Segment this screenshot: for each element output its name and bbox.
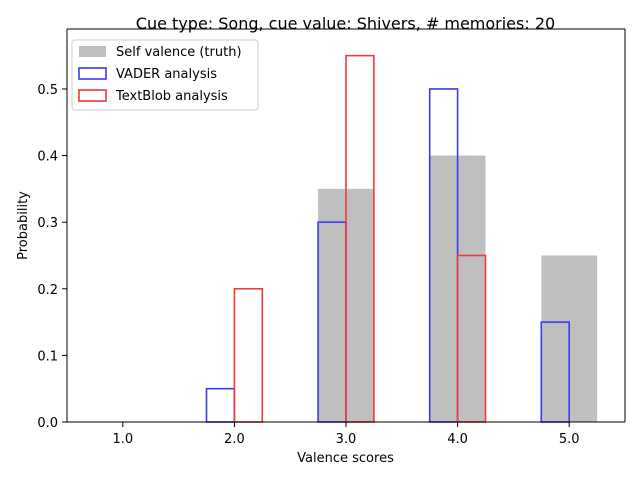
x-tick-label: 1.0 bbox=[112, 432, 133, 447]
x-tick-label: 5.0 bbox=[559, 432, 580, 447]
series-vader-analysis bbox=[205, 88, 570, 423]
x-tick-label: 4.0 bbox=[447, 432, 468, 447]
legend-swatch-textblob-analysis bbox=[78, 89, 107, 102]
legend-swatch-self-valence-truth bbox=[79, 46, 106, 57]
legend-frame bbox=[71, 39, 259, 111]
y-tick-label: 0.4 bbox=[37, 150, 58, 165]
bar-vader-analysis-2-0 bbox=[205, 387, 236, 423]
y-tick-label: 0.3 bbox=[37, 216, 58, 231]
x-tick-label: 3.0 bbox=[336, 432, 357, 447]
x-tick-label: 2.0 bbox=[224, 432, 245, 447]
bar-textblob-analysis-2-0 bbox=[233, 287, 264, 423]
chart-title: Cue type: Song, cue value: Shivers, # me… bbox=[136, 14, 555, 33]
y-axis-label: Probability bbox=[16, 191, 31, 260]
y-tick-label: 0.1 bbox=[37, 349, 58, 364]
x-axis-label: Valence scores bbox=[297, 451, 394, 466]
legend-label-textblob-analysis: TextBlob analysis bbox=[115, 89, 228, 104]
legend: Self valence (truth) VADER analysis TextBl… bbox=[71, 39, 259, 111]
ticks: 1.0 2.0 3.0 4.0 5.0 0.0 0.1 0.2 0.3 0.4 0.5 bbox=[37, 83, 579, 447]
legend-label-self-valence-truth: Self valence (truth) bbox=[116, 45, 242, 60]
legend-swatch-vader-analysis bbox=[78, 67, 107, 80]
y-tick-label: 0.0 bbox=[37, 416, 58, 431]
legend-label-vader-analysis: VADER analysis bbox=[116, 67, 217, 82]
bars-layer bbox=[205, 54, 598, 423]
y-tick-label: 0.2 bbox=[37, 283, 58, 298]
y-tick-label: 0.5 bbox=[37, 83, 58, 98]
